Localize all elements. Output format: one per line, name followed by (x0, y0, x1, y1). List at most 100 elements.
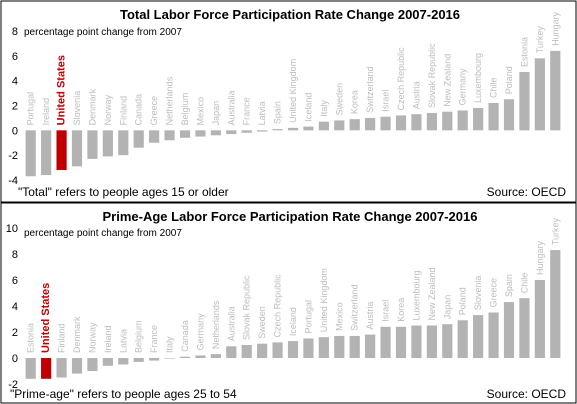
panel-1-bar-slovak-republic (426, 112, 437, 131)
panel-2-category-label: Poland (458, 287, 468, 315)
panel-2-bar-slovak-republic (241, 345, 252, 358)
panel-2-bar-sweden (257, 343, 268, 358)
panel-2-category-label: Estonia (26, 323, 36, 353)
panel-1-y-tick-label: 4 (12, 76, 18, 88)
panel-1-bar-denmark (87, 130, 98, 159)
panel-2-y-tick-label: 0 (12, 353, 18, 365)
panel-1-category-label: Norway (103, 94, 113, 125)
panel-1-bar-canada (133, 130, 144, 148)
panel-1-category-label: Sweden (334, 83, 344, 116)
panel-1-y-tick-label: 0 (12, 125, 18, 137)
panel-1-category-label: Chile (489, 78, 499, 99)
panel-1-category-label: Canada (134, 94, 144, 126)
panel-1-y-tick-label: -4 (8, 175, 18, 187)
panel-2-y-tick-label: 4 (12, 301, 18, 313)
panel-1-category-label: Australia (226, 90, 236, 125)
panel-2-category-label: Portugal (303, 300, 313, 334)
panel-2-ylabel: percentage point change from 2007 (24, 228, 182, 239)
panel-2-bar-japan (442, 324, 453, 358)
panel-2-category-label: Latvia (118, 329, 128, 353)
panel-1-frame (0, 0, 577, 203)
panel-1-bar-iceland (303, 126, 314, 131)
panel-1-bar-sweden (334, 120, 345, 131)
panel-2-bar-mexico (334, 335, 345, 358)
panel-2-bar-portugal (303, 338, 314, 358)
panel-1-y-tick-label: 8 (12, 26, 18, 38)
panel-2-title: Prime-Age Labor Force Participation Rate… (103, 209, 478, 224)
panel-1-footnote: "Total" refers to people ages 15 or olde… (18, 185, 229, 199)
panel-1-category-label: Switzerland (365, 66, 375, 113)
panel-1-bar-mexico (195, 130, 206, 137)
panel-1-category-label: Finland (118, 96, 128, 126)
panel-1-category-label: Luxembourg (473, 53, 483, 103)
panel-1-category-label: France (242, 97, 252, 125)
panel-2-category-label: Australia (226, 306, 236, 341)
panel-2-bar-ireland (102, 358, 113, 366)
panel-2-category-label: Slovak Republic (242, 275, 252, 340)
panel-2-bar-belgium (133, 358, 144, 362)
panel-2-category-label: Korea (396, 298, 406, 322)
panel-1-bar-greece (149, 130, 160, 143)
panel-2-category-label: Czech Republic (273, 274, 283, 338)
panel-2-bar-austria (365, 334, 376, 358)
panel-1-bar-germany (457, 110, 468, 131)
panel-1-category-label: Belgium (180, 93, 190, 126)
panel-1-bar-austria (411, 114, 422, 131)
panel-2-bar-united-states (41, 358, 52, 379)
panel-2-category-label: Turkey (550, 217, 560, 245)
panel-1-title: Total Labor Force Participation Rate Cha… (120, 7, 460, 22)
panel-2-bar-united-kingdom (318, 337, 329, 358)
panel-1-category-label: Greece (149, 96, 159, 126)
panel-2-bar-latvia (118, 358, 129, 365)
panel-2-category-label: New Zealand (427, 267, 437, 320)
panel-1-bar-united-states (56, 130, 67, 171)
panel-2-category-label: Israel (381, 300, 391, 322)
panel-2-frame (0, 202, 577, 404)
panel-1-category-label: New Zealand (442, 54, 452, 107)
panel-2-category-label: Sweden (257, 306, 267, 339)
panel-1-bars (25, 50, 561, 177)
panel-1-bar-belgium (179, 130, 191, 138)
panel-1-bar-latvia (257, 130, 268, 132)
panel-2-bar-iceland (287, 341, 299, 358)
panel-2-category-label: Belgium (134, 320, 144, 353)
panel-2-category-label: Denmark (72, 316, 82, 353)
panel-2-bar-greece (488, 312, 499, 358)
panel-1-category-label: Spain (273, 101, 283, 124)
panel-1-category-label: Ireland (41, 98, 51, 126)
panel-1-bar-spain (272, 129, 283, 131)
panel-2-y-axis: -2 0 2 4 6 8 10 (6, 223, 18, 391)
panel-2-footnote: "Prime-age" refers to people ages 25 to … (10, 387, 237, 401)
panel-1-bar-poland (503, 99, 515, 131)
panel-1-bar-korea (349, 119, 360, 131)
panel-1-category-label: Denmark (87, 88, 97, 125)
panel-1-ylabel: percentage point change from 2007 (24, 27, 182, 38)
panel-2-category-label: Japan (442, 295, 452, 320)
panel-2-category-label: United States (40, 283, 52, 353)
panel-1-bar-new-zealand (442, 111, 453, 131)
panel-2-category-label: Spain (504, 274, 514, 297)
panel-1-category-label: Estonia (519, 37, 529, 67)
panel-2-bar-germany (195, 355, 206, 358)
panel-1-category-label: United Kingdom (288, 59, 298, 123)
panel-1-bar-united-kingdom (287, 127, 299, 131)
panel-1-category-label: Slovenia (72, 91, 82, 126)
panel-2-category-label: United Kingdom (319, 268, 329, 332)
panel-1-category-label: Poland (504, 66, 514, 94)
panel-2-source: Source: OECD (487, 387, 567, 401)
panel-1-category-label: Czech Republic (396, 47, 406, 111)
panel-1-category-label: Latvia (257, 101, 267, 125)
panel-1-bar-turkey (534, 58, 545, 131)
panel-2-category-label: Austria (365, 302, 375, 330)
panel-1-category-labels: Portugal Ireland United States Slovenia Denm… (26, 11, 561, 125)
panel-1-bar-switzerland (365, 117, 376, 131)
panel-1-bar-norway (102, 130, 113, 157)
panel-2-bar-turkey (550, 250, 561, 358)
panel-2-bar-canada (179, 356, 191, 358)
panel-1-category-label: Hungary (550, 11, 560, 46)
panel-2-bar-israel (380, 326, 391, 358)
panel-2-bar-italy (164, 358, 175, 359)
panel-2-y-tick-label: 10 (6, 223, 18, 235)
panel-2-bar-finland (56, 358, 67, 378)
